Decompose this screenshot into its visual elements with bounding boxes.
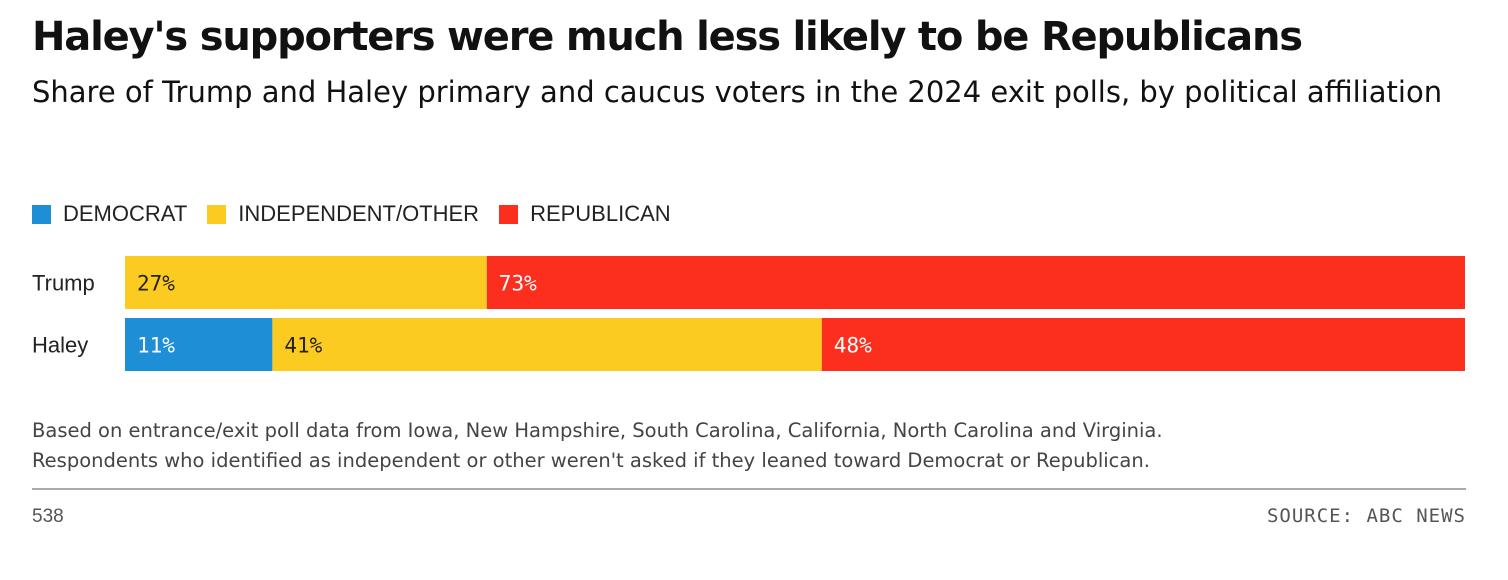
- chart-note: Based on entrance/exit poll data from Io…: [32, 416, 1472, 476]
- legend-swatch-independent: [207, 204, 227, 224]
- legend-swatch-democrat: [32, 204, 51, 224]
- source-label: SOURCE: ABC NEWS: [1266, 505, 1466, 527]
- row-label-trump: Trump: [32, 271, 95, 296]
- bar-trump-republican: [486, 256, 1465, 309]
- note-line-1: Based on entrance/exit poll data from Io…: [32, 419, 1163, 442]
- data-label-haley-independent-other: 41%: [284, 334, 322, 358]
- note-line-2: Respondents who identified as independen…: [32, 449, 1150, 472]
- bar-haley-republican: [821, 318, 1465, 371]
- legend: DEMOCRAT INDEPENDENT/OTHER REPUBLICAN: [32, 201, 691, 227]
- legend-item-republican: REPUBLICAN: [499, 201, 671, 227]
- brand-label: 538: [32, 506, 64, 527]
- data-label-trump-independent-other: 27%: [137, 272, 175, 296]
- stacked-bar-chart: Trump 27% 73% Haley 11% 41% 48%: [32, 256, 1465, 371]
- chart-subtitle: Share of Trump and Haley primary and cau…: [32, 75, 1443, 109]
- bar-haley-independent-other: [272, 318, 822, 371]
- legend-item-independent: INDEPENDENT/OTHER: [207, 201, 479, 227]
- row-label-haley: Haley: [32, 333, 88, 358]
- data-label-trump-republican: 73%: [499, 272, 537, 296]
- data-label-haley-republican: 48%: [834, 334, 872, 358]
- data-label-haley-democrat: 11%: [137, 334, 175, 358]
- legend-item-democrat: DEMOCRAT: [32, 201, 187, 227]
- legend-swatch-republican: [499, 204, 519, 224]
- footer-divider: [32, 488, 1466, 490]
- legend-label-democrat: DEMOCRAT: [63, 201, 188, 226]
- bar-trump-independent-other: [125, 256, 487, 309]
- bar-haley-democrat: [125, 318, 273, 371]
- chart-title: Haley's supporters were much less likely…: [32, 14, 1303, 60]
- legend-label-republican: REPUBLICAN: [530, 201, 671, 226]
- legend-label-independent: INDEPENDENT/OTHER: [238, 201, 480, 226]
